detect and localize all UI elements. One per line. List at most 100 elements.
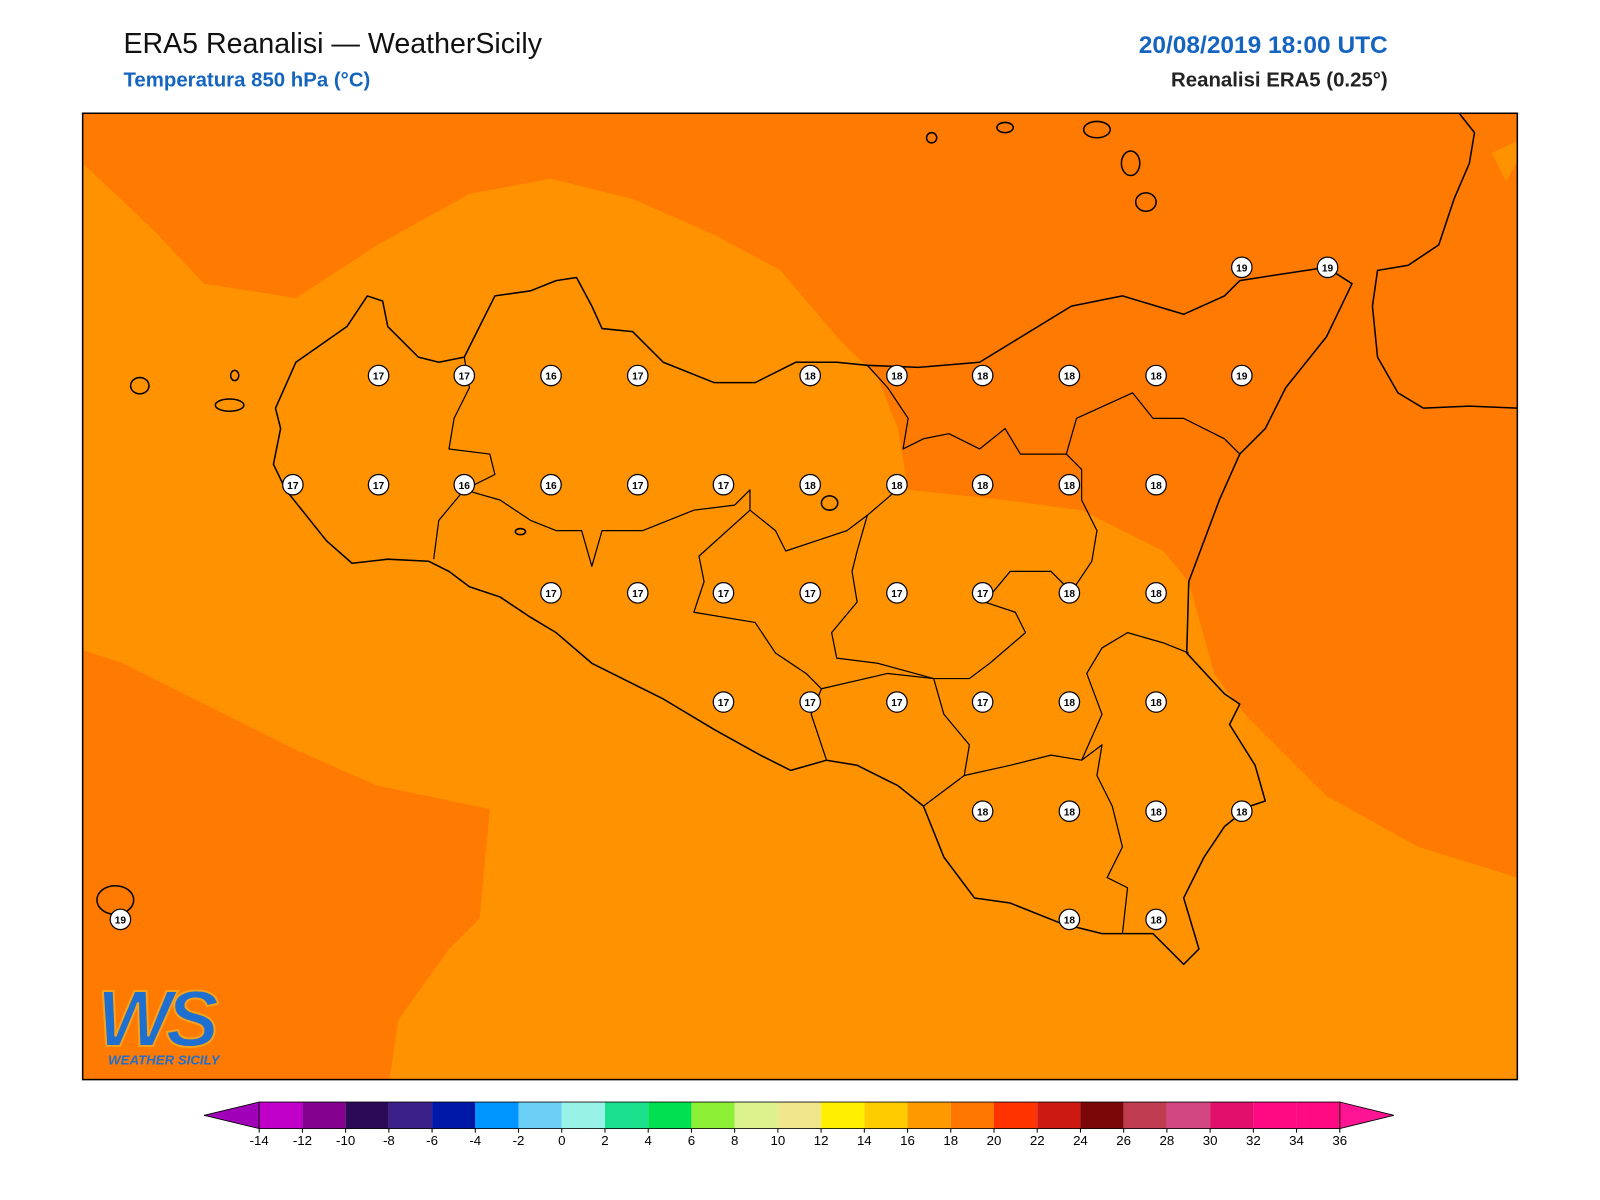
figure: ERA5 Reanalisi — WeatherSicily Temperatu…: [81, 28, 1519, 1148]
station-value: 17: [891, 698, 903, 709]
station-marker: [453, 364, 476, 387]
colorbar-cell: [1210, 1102, 1254, 1129]
station-value: 18: [1150, 372, 1162, 383]
station-value: 16: [545, 481, 557, 492]
station-value: 18: [805, 372, 817, 383]
station-value: 17: [718, 589, 730, 600]
station-value: 17: [287, 481, 299, 492]
map: 19 19 17 17 16 17 18 18 18 18 18 19 17 17 16 16 17 17 18 18…: [82, 113, 1518, 1080]
station-marker: [971, 364, 994, 387]
station-marker: [109, 908, 132, 931]
colorbar-over: [1339, 1101, 1394, 1130]
station-value: 19: [115, 915, 127, 926]
colorbar: -14 -12 -10 -8 -6 -4 -2 0 2 4 6 8 10 12 14 16 18 20 22 24 26…: [203, 1101, 1394, 1148]
colorbar-cell: [345, 1102, 389, 1129]
map-frame: [81, 112, 1519, 1081]
colorbar-cell: [388, 1102, 433, 1129]
temperature-field: [82, 113, 1518, 878]
station-marker: [1231, 364, 1253, 387]
colorbar-tick-label: -14: [250, 1133, 269, 1148]
station-value: 18: [977, 372, 989, 383]
station-marker: [1145, 691, 1167, 713]
station-marker: [799, 364, 822, 387]
station-marker: [971, 691, 994, 713]
colorbar-frame: [258, 1101, 1341, 1129]
station-value: 19: [1322, 263, 1334, 274]
colorbar-tick-label: 2: [601, 1133, 608, 1148]
station-value: 18: [1150, 807, 1162, 818]
province-border: [1081, 632, 1189, 761]
station-value: 18: [1236, 807, 1248, 818]
station-value: 17: [632, 589, 644, 600]
station-marker: [971, 582, 994, 604]
station-value: 18: [1150, 698, 1162, 709]
station-value: 18: [1150, 589, 1162, 600]
colorbar-cell: [1037, 1102, 1081, 1129]
station-marker: [799, 582, 822, 604]
colorbar-tick-label: 16: [900, 1133, 915, 1148]
province-border: [964, 744, 1129, 934]
date: 20/08/2019 18:00 UTC: [1139, 32, 1388, 59]
colorbar-tick-label: 22: [1030, 1133, 1045, 1148]
station-value: 17: [891, 589, 903, 600]
station-marker: [886, 364, 908, 387]
colorbar-tick-label: 12: [814, 1133, 829, 1148]
colorbar-tick-label: 10: [770, 1133, 785, 1148]
station-marker: [1231, 800, 1253, 823]
colorbar-cell: [691, 1102, 735, 1129]
colorbar-cell: [1166, 1102, 1211, 1129]
colorbar-cell: [1080, 1102, 1124, 1129]
station-value: 18: [805, 481, 817, 492]
station-value: 18: [1150, 481, 1162, 492]
station-value: 18: [977, 807, 989, 818]
station-marker: [1316, 256, 1339, 279]
station-value: 18: [1064, 372, 1076, 383]
station-marker: [799, 691, 822, 713]
station-value: 17: [718, 698, 730, 709]
colorbar-cell: [518, 1102, 562, 1129]
station-marker: [971, 473, 994, 496]
station-marker: [886, 582, 908, 604]
station-value: 18: [891, 481, 903, 492]
province-border: [831, 515, 934, 680]
colorbar-tick-label: -4: [469, 1133, 481, 1148]
station-value: 17: [373, 481, 385, 492]
station-marker: [1058, 691, 1081, 713]
station-marker: [886, 473, 908, 496]
station-value: 18: [1064, 589, 1076, 600]
colorbar-tick-label: 34: [1289, 1133, 1304, 1148]
colorbar-tick-label: -2: [513, 1133, 525, 1148]
colorbar-tick-label: 30: [1203, 1133, 1218, 1148]
colorbar-cell: [864, 1102, 908, 1129]
province-border: [464, 484, 904, 567]
station-marker: [1145, 473, 1167, 496]
station-value: 17: [805, 698, 817, 709]
station-value: 16: [545, 372, 557, 383]
station-marker: [1145, 908, 1167, 931]
colorbar-cell: [821, 1102, 865, 1129]
colorbar-tick-label: 6: [688, 1133, 695, 1148]
station-value: 17: [632, 481, 644, 492]
station-marker: [1145, 364, 1167, 387]
station-value: 18: [1064, 481, 1076, 492]
logo: WS WEATHER SICILY: [96, 973, 226, 1067]
colorbar-tick-label: 20: [987, 1133, 1002, 1148]
colorbar-cell: [604, 1102, 649, 1129]
colorbar-cell: [1296, 1102, 1340, 1129]
station-value: 18: [977, 481, 989, 492]
colorbar-tick-label: 36: [1332, 1133, 1347, 1148]
station-marker: [1145, 800, 1167, 823]
colorbar-cell: [907, 1102, 951, 1129]
station-marker: [712, 582, 735, 604]
colorbar-cell: [302, 1102, 346, 1129]
station-marker: [1058, 800, 1081, 823]
colorbar-cell: [259, 1102, 303, 1129]
colorbar-cell: [648, 1102, 692, 1129]
colorbar-cell: [950, 1102, 994, 1129]
station-marker: [282, 473, 304, 496]
colorbar-under: [203, 1101, 260, 1130]
logo-mark: WS: [97, 974, 219, 1063]
station-value: 17: [459, 372, 471, 383]
province-border: [866, 364, 1241, 455]
colorbar-cell: [475, 1102, 519, 1129]
